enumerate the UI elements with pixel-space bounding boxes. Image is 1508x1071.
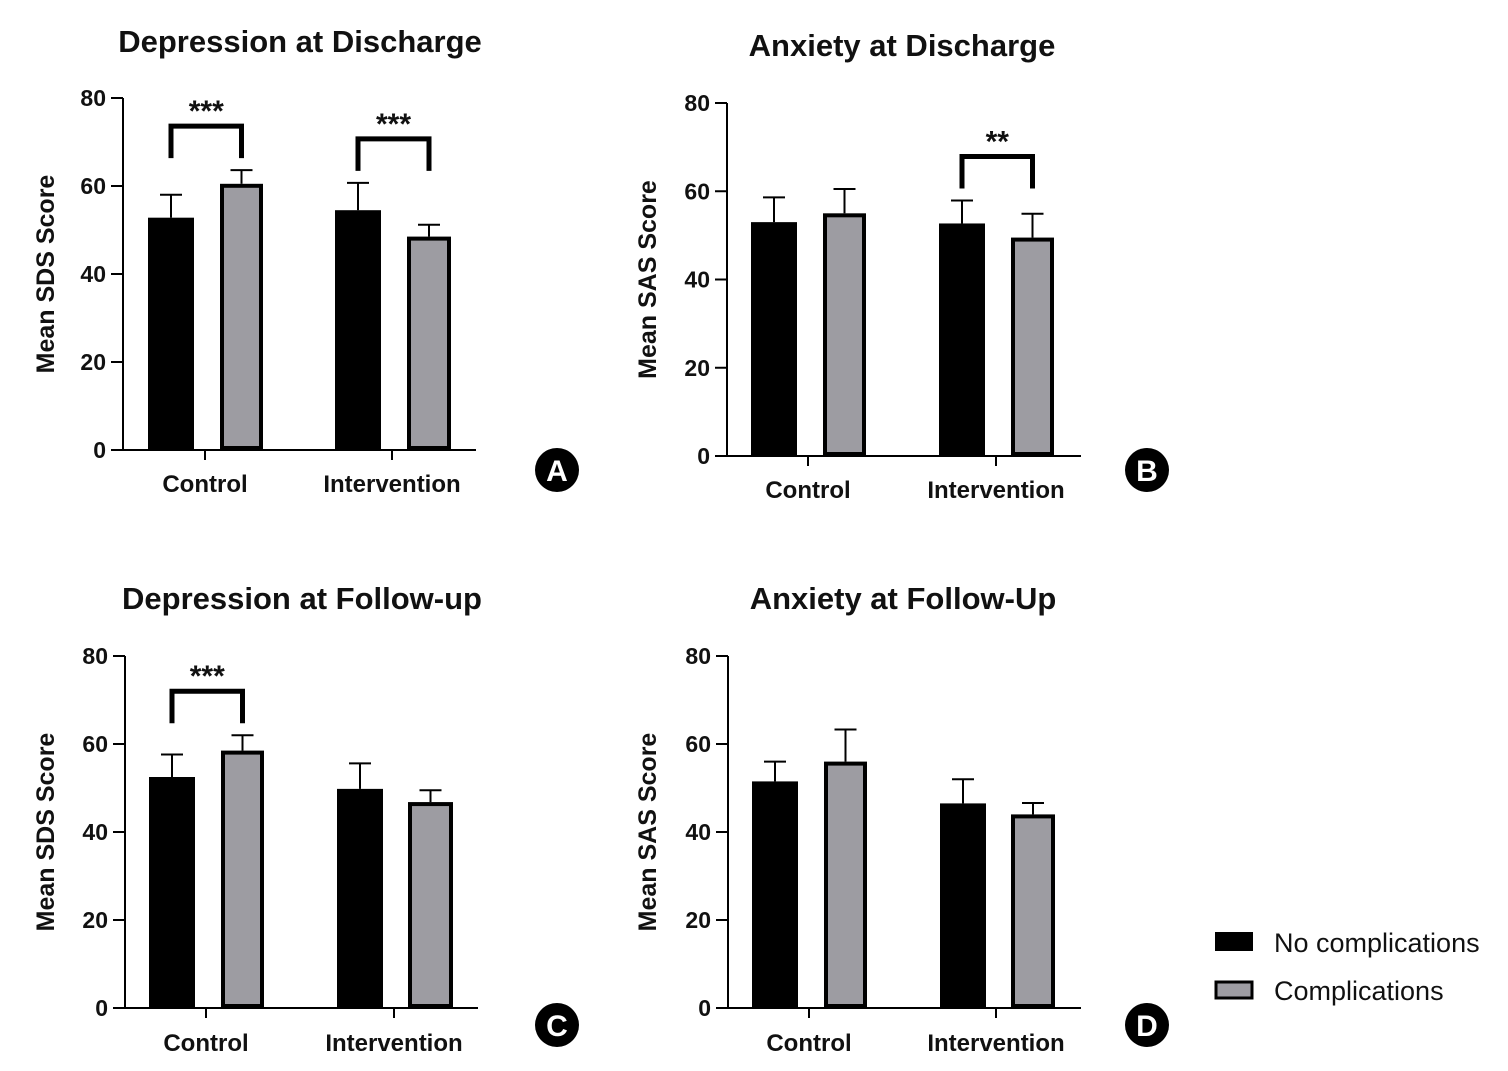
y-tick-label: 0: [698, 995, 711, 1021]
y-tick-label: 60: [80, 173, 106, 199]
panel-badge: [1125, 1003, 1169, 1047]
y-tick-label: 60: [685, 731, 711, 757]
bar-control-no-complications: [148, 217, 194, 450]
chart-title: Depression at Discharge: [118, 24, 482, 59]
x-tick-label: Intervention: [323, 471, 460, 498]
y-tick-label: 80: [80, 85, 106, 111]
bar-control-complications: [824, 761, 867, 1008]
panel-badge: [535, 1003, 579, 1047]
y-tick-label: 80: [82, 643, 108, 669]
y-tick-label: 60: [82, 731, 108, 757]
panel-badge-label: C: [546, 1010, 568, 1043]
legend-label-complications: Complications: [1274, 976, 1444, 1006]
panel-badge-label: D: [1136, 1010, 1158, 1043]
bar-intervention-complications: [408, 802, 453, 1009]
x-tick-label: Intervention: [927, 477, 1064, 504]
significance-label: **: [986, 126, 1010, 159]
x-tick-label: Control: [163, 1030, 248, 1057]
y-tick-label: 20: [82, 907, 108, 933]
y-tick-label: 80: [685, 643, 711, 669]
bar-intervention-no-complications: [335, 210, 381, 450]
bar-intervention-complications: [1011, 814, 1055, 1009]
y-axis-label: Mean SDS Score: [32, 733, 60, 932]
y-tick-label: 20: [80, 349, 106, 375]
legend-swatch-complications: [1214, 980, 1254, 1000]
significance-bracket: [959, 154, 1035, 189]
legend: No complications Complications: [1214, 928, 1480, 1006]
significance-bracket: [168, 123, 244, 159]
bar-intervention-complications: [407, 236, 451, 450]
y-tick-label: 80: [684, 90, 710, 116]
bar-control-complications: [221, 750, 264, 1008]
y-tick-label: 40: [685, 819, 711, 845]
y-tick-label: 40: [80, 261, 106, 287]
y-axis-label: Mean SDS Score: [32, 175, 60, 374]
legend-swatch-no-complications: [1215, 932, 1253, 951]
chart-panel-c: Depression at Follow-up Mean SDS Score Con…: [32, 581, 579, 1057]
bar-control-complications: [823, 213, 866, 456]
chart-panel-d: Anxiety at Follow-Up Mean SAS Score Contro…: [634, 581, 1169, 1057]
chart-title: Anxiety at Follow-Up: [750, 581, 1057, 616]
panel-badge-label: A: [546, 455, 568, 488]
panel-badge: [535, 448, 579, 492]
panel-badge-label: B: [1136, 455, 1158, 488]
significance-label: ***: [190, 660, 225, 693]
legend-label-no-complications: No complications: [1274, 928, 1480, 958]
bar-intervention-no-complications: [940, 803, 986, 1009]
x-tick-label: Intervention: [927, 1030, 1064, 1057]
significance-label: ***: [376, 108, 411, 141]
bar-control-complications: [220, 183, 263, 451]
bar-intervention-no-complications: [939, 223, 985, 456]
chart-title: Depression at Follow-up: [122, 581, 482, 616]
chart-panel-a: Depression at Discharge Mean SDS Score Con…: [32, 24, 579, 498]
x-tick-label: Control: [162, 471, 247, 498]
significance-label: ***: [189, 95, 224, 128]
panel-badge: [1125, 448, 1169, 492]
bar-intervention-complications: [1011, 237, 1054, 456]
chart-panels: Depression at Discharge Mean SDS Score Con…: [32, 24, 1169, 1057]
x-tick-label: Control: [765, 477, 850, 504]
x-tick-label: Intervention: [325, 1030, 462, 1057]
bar-control-no-complications: [751, 222, 797, 456]
bar-intervention-no-complications: [337, 788, 383, 1008]
y-tick-label: 0: [697, 443, 710, 469]
bar-control-no-complications: [149, 777, 195, 1008]
y-tick-label: 0: [93, 437, 106, 463]
significance-bracket: [355, 136, 432, 171]
significance-bracket: [169, 688, 245, 724]
y-tick-label: 20: [685, 907, 711, 933]
x-tick-label: Control: [766, 1030, 851, 1057]
y-axis-label: Mean SAS Score: [634, 180, 662, 379]
y-tick-label: 40: [684, 267, 710, 293]
y-tick-label: 20: [684, 355, 710, 381]
y-tick-label: 40: [82, 819, 108, 845]
y-axis-label: Mean SAS Score: [634, 733, 662, 932]
y-tick-label: 0: [95, 995, 108, 1021]
chart-panel-b: Anxiety at Discharge Mean SAS Score Contro…: [634, 28, 1169, 504]
chart-title: Anxiety at Discharge: [749, 28, 1056, 63]
y-tick-label: 60: [684, 178, 710, 204]
bar-control-no-complications: [752, 781, 798, 1009]
